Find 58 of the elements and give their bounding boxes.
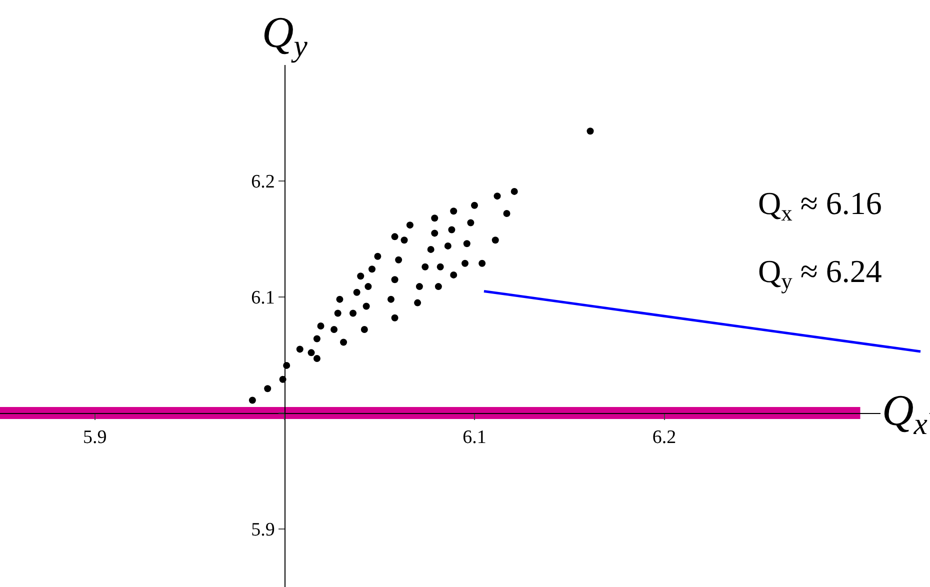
y-tick-label: 5.9 bbox=[251, 520, 275, 541]
point bbox=[492, 236, 499, 244]
point bbox=[334, 310, 342, 317]
point bbox=[317, 322, 324, 330]
point bbox=[436, 263, 444, 270]
point bbox=[450, 208, 458, 215]
point bbox=[374, 252, 382, 260]
point bbox=[470, 202, 478, 209]
point bbox=[353, 288, 360, 296]
y-tick-label: 6.2 bbox=[251, 172, 275, 193]
y-axis-title: Q$_{y}$ bbox=[262, 8, 308, 64]
x-axis-title: Q$_{x}$ bbox=[882, 386, 928, 442]
point bbox=[448, 226, 456, 234]
annotation: Q$_{x}$ ≈ 6.16 bbox=[758, 185, 882, 226]
point bbox=[357, 272, 364, 280]
point bbox=[427, 246, 434, 253]
point bbox=[431, 230, 438, 237]
point bbox=[422, 263, 429, 270]
x-tick-label: 6.2 bbox=[652, 426, 676, 448]
point bbox=[450, 271, 458, 278]
point bbox=[313, 335, 320, 342]
point bbox=[503, 210, 510, 217]
point bbox=[387, 296, 394, 303]
point bbox=[431, 214, 438, 222]
point bbox=[313, 354, 320, 362]
point bbox=[478, 260, 486, 267]
point bbox=[391, 276, 398, 284]
x-tick-label: 5.9 bbox=[83, 426, 107, 448]
point bbox=[336, 296, 344, 303]
point bbox=[362, 302, 370, 310]
x-tick-label: 6.1 bbox=[462, 426, 486, 448]
point bbox=[360, 326, 368, 333]
point bbox=[462, 260, 468, 267]
point bbox=[416, 283, 423, 290]
point bbox=[308, 349, 315, 356]
point bbox=[406, 222, 414, 229]
point bbox=[444, 242, 452, 250]
point bbox=[467, 219, 474, 226]
point bbox=[296, 346, 304, 353]
point bbox=[340, 338, 348, 346]
point bbox=[248, 396, 256, 404]
annotation: Q$_{y}$ ≈ 6.24 bbox=[758, 253, 882, 294]
point bbox=[368, 266, 376, 273]
point bbox=[510, 188, 518, 195]
y-tick-label: 6.1 bbox=[251, 288, 275, 309]
point bbox=[494, 192, 501, 200]
point bbox=[364, 283, 372, 290]
point bbox=[414, 299, 422, 306]
point bbox=[330, 326, 338, 333]
point bbox=[434, 283, 442, 290]
point bbox=[463, 240, 470, 248]
point bbox=[395, 256, 402, 264]
point bbox=[400, 236, 408, 244]
point bbox=[391, 233, 398, 240]
point bbox=[350, 310, 357, 317]
point bbox=[391, 314, 398, 322]
point bbox=[586, 128, 594, 135]
point bbox=[264, 385, 272, 392]
